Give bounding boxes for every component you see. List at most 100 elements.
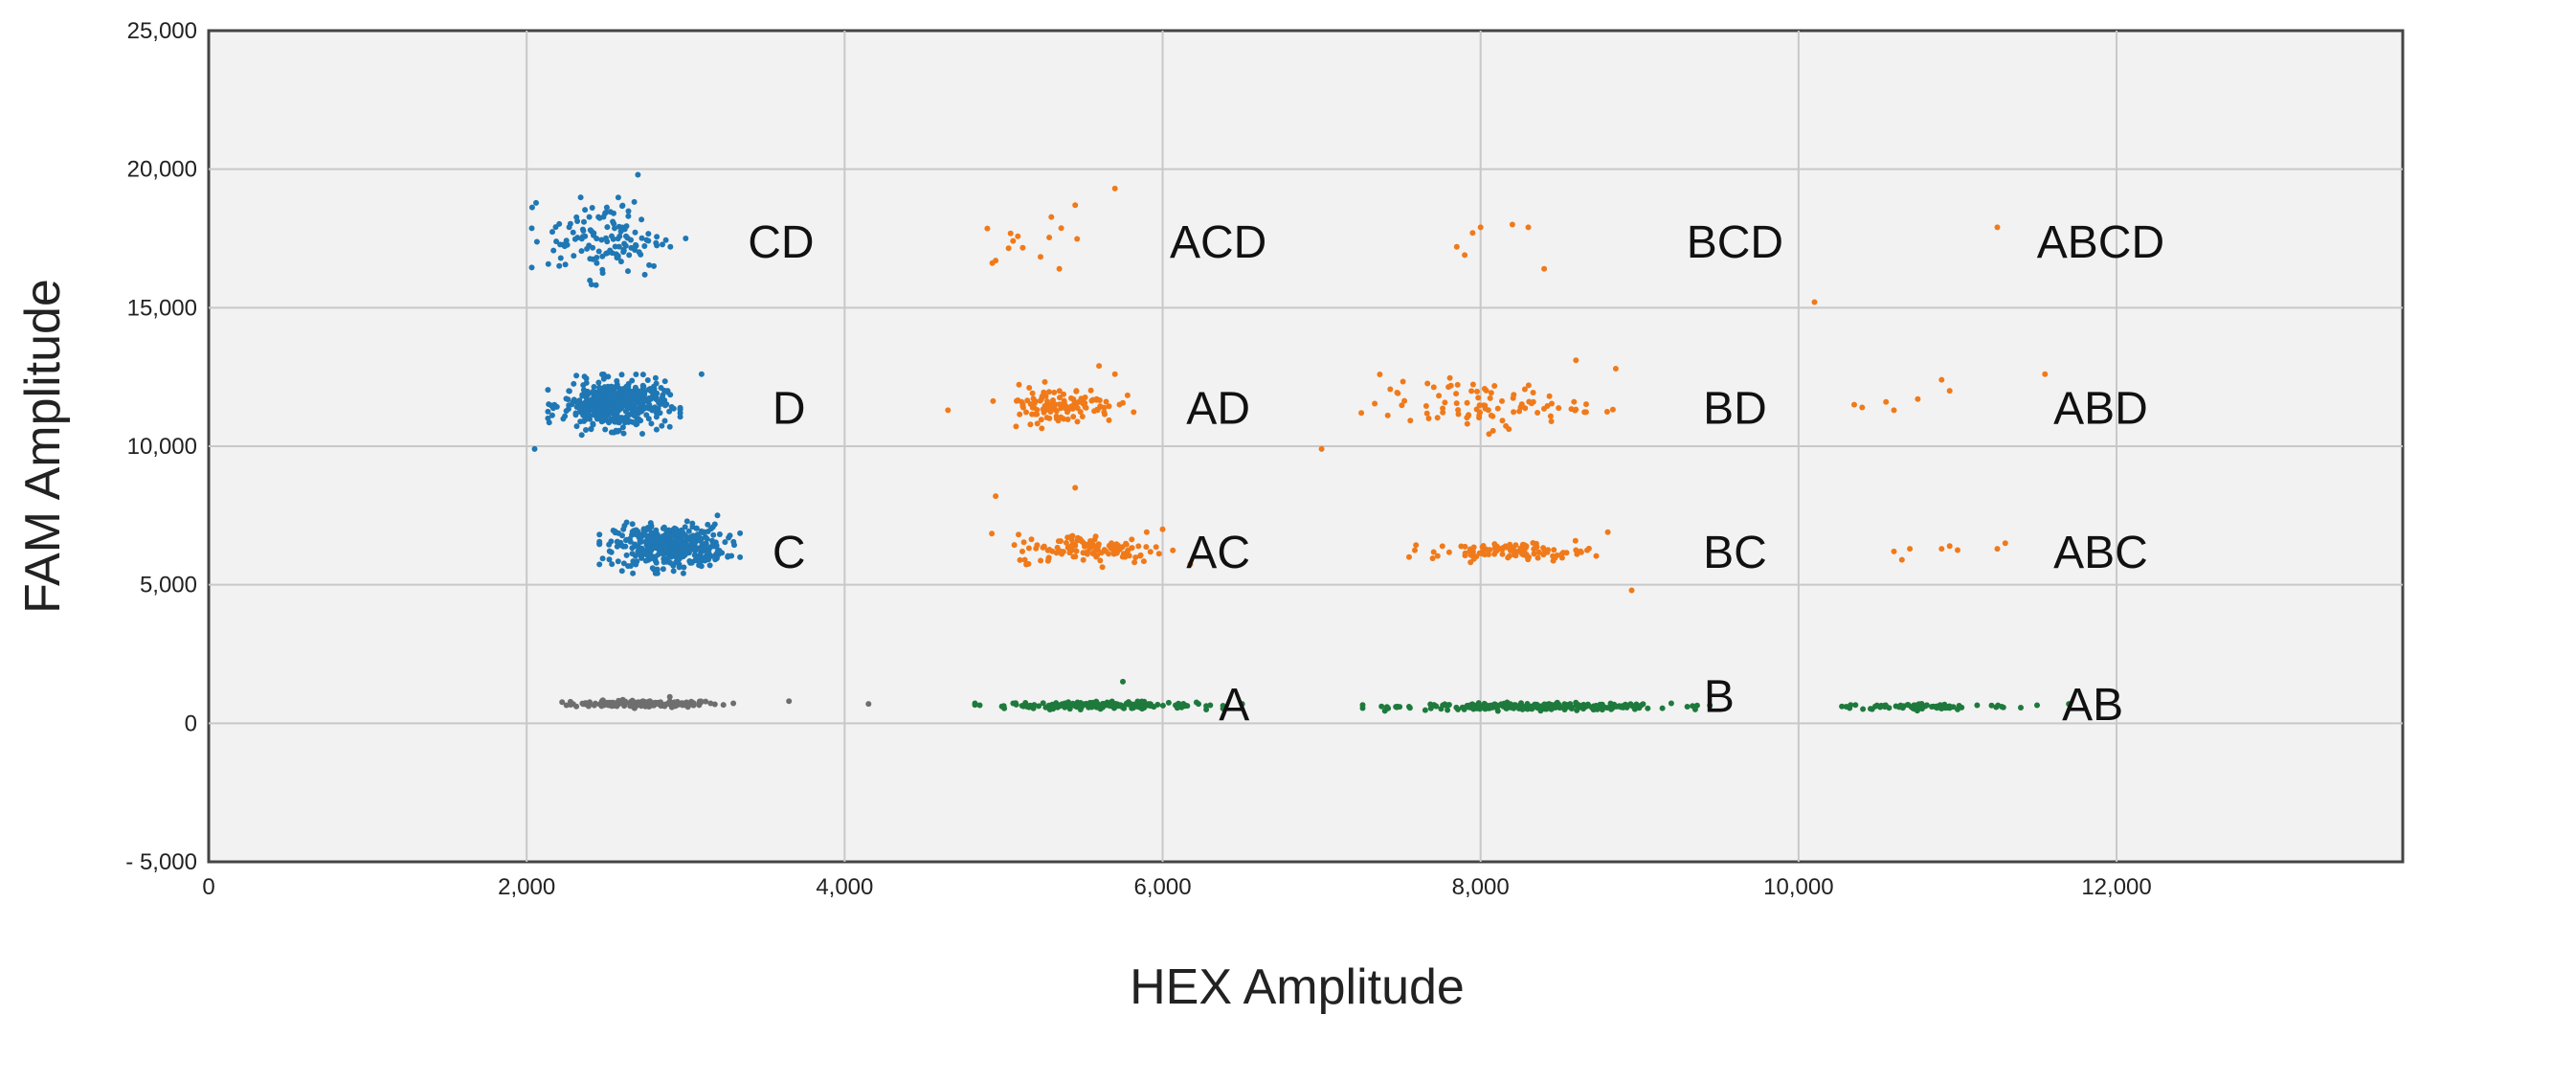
data-point [654, 234, 661, 240]
data-point [1089, 396, 1096, 403]
data-point [737, 553, 744, 560]
data-point [1455, 706, 1461, 712]
data-point [1094, 542, 1101, 549]
data-point [567, 698, 573, 705]
data-point [629, 411, 636, 417]
data-point [685, 700, 692, 707]
data-point [1101, 404, 1108, 411]
data-point [571, 236, 578, 242]
data-point [531, 445, 538, 452]
data-point [1131, 409, 1137, 416]
data-point [661, 559, 667, 565]
cluster-label-BD: BD [1703, 383, 1767, 434]
data-point [606, 556, 613, 563]
data-point [635, 549, 641, 554]
data-point [1534, 544, 1540, 551]
data-point [590, 421, 596, 428]
data-point [640, 527, 647, 533]
data-point [1558, 554, 1565, 561]
data-point [1469, 230, 1476, 237]
data-point [628, 237, 634, 243]
data-point [1412, 547, 1418, 553]
data-point [1061, 403, 1067, 410]
data-point [638, 553, 645, 558]
data-point [1852, 702, 1859, 709]
data-point [636, 416, 642, 422]
data-point [1549, 400, 1555, 407]
data-point [683, 548, 690, 554]
data-point [693, 525, 700, 531]
data-point [639, 396, 646, 403]
data-point [730, 700, 737, 707]
data-point [671, 548, 678, 553]
data-point [1020, 703, 1027, 710]
data-point [1477, 409, 1483, 416]
data-point [1530, 398, 1536, 405]
x-tick-label: 8,000 [1452, 874, 1510, 900]
data-point [619, 424, 626, 431]
data-point [1070, 414, 1077, 420]
data-point [663, 401, 670, 408]
x-tick-label: 6,000 [1133, 874, 1191, 900]
data-point [1494, 708, 1501, 714]
data-point [1455, 407, 1462, 414]
data-point [677, 414, 683, 420]
data-point [1487, 547, 1493, 553]
data-point [1547, 413, 1554, 419]
data-point [1207, 702, 1214, 709]
data-point [1089, 699, 1096, 706]
data-point [642, 531, 649, 538]
data-point [599, 253, 606, 259]
data-point [1462, 553, 1468, 559]
data-point [1110, 705, 1117, 711]
cluster-D [531, 371, 705, 452]
data-point [1017, 411, 1023, 417]
cluster-CD [528, 171, 689, 288]
data-point [1915, 395, 1921, 402]
data-point [623, 402, 630, 409]
data-point [599, 270, 606, 277]
data-point [624, 413, 631, 418]
data-point [657, 410, 663, 417]
data-point [690, 546, 697, 553]
data-point [1517, 404, 1524, 411]
data-point [1453, 400, 1460, 407]
data-point [1116, 545, 1123, 552]
data-point [616, 417, 622, 423]
data-point [658, 546, 663, 553]
data-point [680, 570, 686, 576]
data-point [654, 242, 661, 249]
data-point [1690, 703, 1696, 710]
data-point [1054, 702, 1060, 709]
y-tick-label: 20,000 [127, 157, 197, 183]
data-point [865, 701, 872, 708]
data-point [1068, 536, 1075, 543]
data-point [1445, 549, 1452, 555]
data-point [1994, 546, 2001, 553]
data-point [1064, 409, 1070, 416]
data-point [635, 171, 641, 178]
data-point [1146, 701, 1153, 708]
cluster-label-AB: AB [2062, 680, 2123, 731]
data-point [594, 415, 600, 421]
data-point [1645, 705, 1651, 711]
data-point [1143, 529, 1150, 535]
data-point [611, 411, 617, 417]
data-point [1046, 415, 1053, 421]
data-point [1024, 397, 1031, 404]
data-point [1568, 706, 1575, 711]
data-point [1430, 549, 1437, 555]
data-point [681, 541, 687, 548]
data-point [1088, 541, 1095, 548]
data-point [1584, 547, 1590, 553]
data-point [623, 233, 629, 239]
data-point [632, 247, 638, 253]
data-point [1877, 704, 1884, 711]
data-point [549, 412, 555, 418]
data-point [1056, 265, 1063, 272]
data-point [612, 530, 618, 536]
data-point [1603, 409, 1610, 415]
data-point [615, 236, 621, 242]
data-point [1891, 407, 1897, 414]
data-point [1394, 704, 1400, 711]
